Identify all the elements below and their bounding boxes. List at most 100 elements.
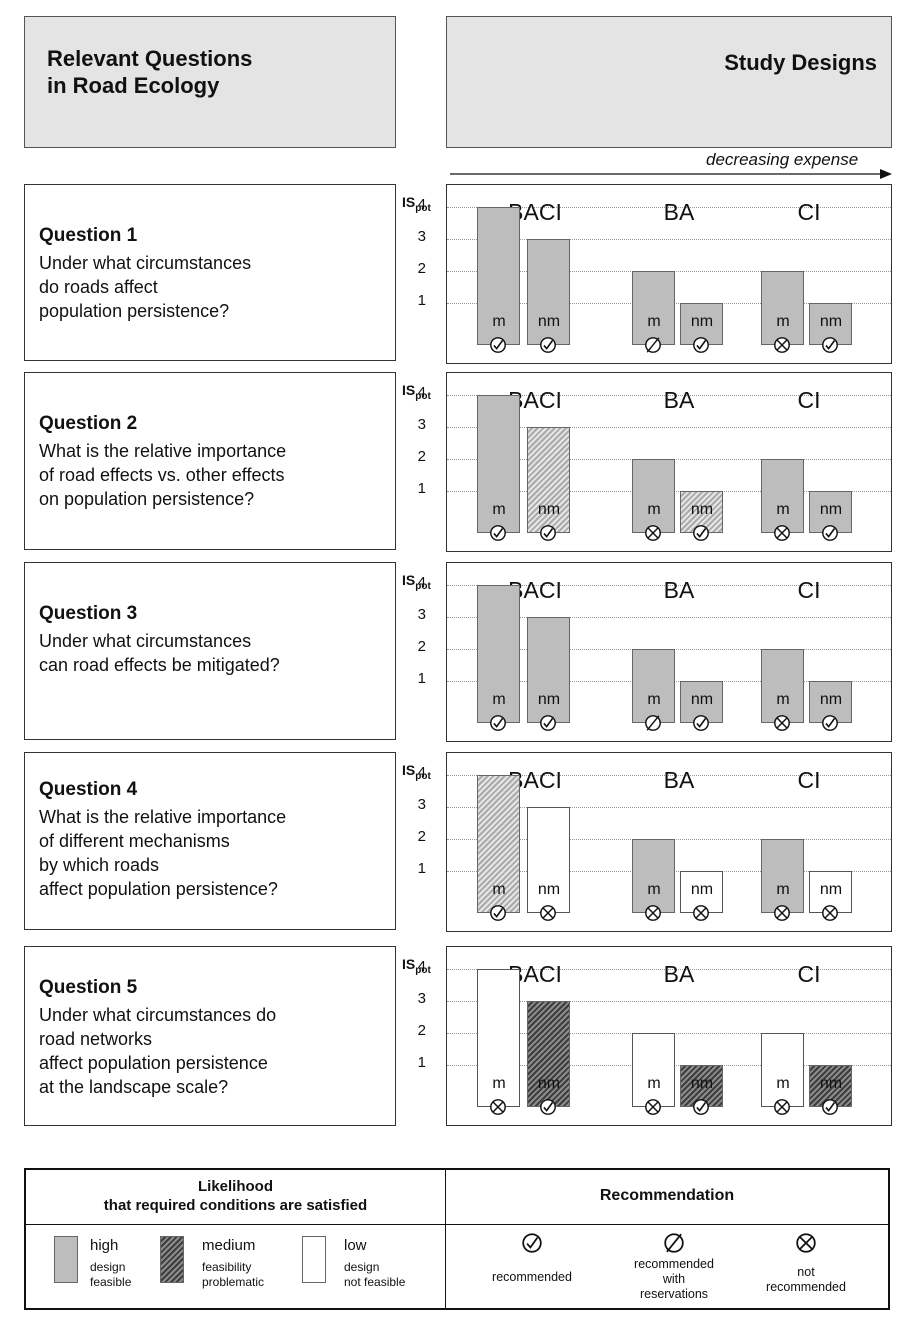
bar-label: m	[776, 313, 790, 330]
design-label: CI	[797, 577, 821, 603]
not-recommended-icon	[644, 524, 662, 542]
y-tick-label: 1	[417, 480, 426, 497]
bar-ci-m	[761, 271, 804, 345]
y-tick-label: 1	[417, 860, 426, 877]
gridline	[447, 427, 891, 428]
question-number: Question 1	[39, 225, 138, 246]
y-tick-label: 3	[417, 990, 426, 1007]
bar-baci-m	[477, 969, 520, 1107]
recommended-icon	[539, 1098, 557, 1116]
swatch-low	[302, 1236, 326, 1283]
question-text: What is the relative importance of diffe…	[39, 807, 287, 899]
recommended-icon	[489, 524, 507, 542]
legend-reservations-text: recommended with reservations	[634, 1257, 714, 1301]
not-recommended-icon	[489, 1098, 507, 1116]
legend-low-label: low	[344, 1237, 367, 1254]
recommended-icon	[821, 524, 839, 542]
bar-ba-m	[632, 649, 675, 723]
bar-label: nm	[819, 1075, 843, 1092]
y-axis-label-main: IS	[402, 194, 416, 210]
swatch-high	[54, 1236, 78, 1283]
design-label: CI	[797, 767, 821, 793]
question-number: Question 5	[39, 977, 138, 998]
bar-label: m	[647, 691, 661, 708]
bar-baci-nm	[527, 427, 570, 533]
legend-medium-label: medium	[202, 1237, 256, 1254]
legend-high-sub: design feasible	[90, 1260, 132, 1289]
not-recommended-icon	[644, 1098, 662, 1116]
bar-label: nm	[537, 501, 561, 518]
recommended-icon	[821, 336, 839, 354]
y-axis-label-sub: pot	[415, 770, 431, 782]
design-label: BA	[663, 387, 695, 413]
y-tick-label: 4	[417, 764, 426, 781]
design-label: CI	[797, 199, 821, 225]
bar-label: nm	[690, 691, 714, 708]
bar-baci-m	[477, 395, 520, 533]
bar-baci-m	[477, 775, 520, 913]
y-tick-label: 3	[417, 416, 426, 433]
y-axis-label-sub: pot	[415, 580, 431, 592]
question-box: Question 2 What is the relative importanc…	[24, 372, 396, 550]
bar-ci-m	[761, 459, 804, 533]
bar-label: m	[492, 501, 506, 518]
not-recommended-icon	[539, 904, 557, 922]
bar-baci-nm	[527, 807, 570, 913]
recommended-icon	[692, 714, 710, 732]
bar-label: m	[647, 501, 661, 518]
design-label: BA	[663, 199, 695, 225]
right-header-box: Study Designs	[446, 16, 892, 148]
left-header-box: Relevant Questions in Road Ecology	[24, 16, 396, 148]
bar-baci-m	[477, 585, 520, 723]
bar-ba-m	[632, 271, 675, 345]
recommended-icon	[692, 524, 710, 542]
not-recommended-icon	[821, 904, 839, 922]
y-tick-label: 2	[417, 638, 426, 655]
y-axis-label: ISpot	[402, 762, 431, 782]
legend-divider-v	[445, 1170, 446, 1308]
question-box: Question 4 What is the relative importanc…	[24, 752, 396, 930]
y-tick-label: 1	[417, 1054, 426, 1071]
design-label: BA	[663, 577, 695, 603]
legend-divider-h	[26, 1224, 888, 1225]
bar-ci-m	[761, 839, 804, 913]
question-number: Question 2	[39, 413, 138, 434]
y-tick-label: 4	[417, 384, 426, 401]
legend-reservations-icon	[664, 1233, 684, 1253]
not-recommended-icon	[773, 904, 791, 922]
bar-label: nm	[690, 313, 714, 330]
question-box: Question 3 Under what circumstances can r…	[24, 562, 396, 740]
question-text: Under what circumstances do roads affect…	[39, 253, 252, 321]
legend-high-label: high	[90, 1237, 119, 1254]
reservations-icon	[644, 714, 662, 732]
bar-label: m	[492, 313, 506, 330]
bar-label: nm	[690, 501, 714, 518]
y-axis-label: ISpot	[402, 572, 431, 592]
recommended-icon	[489, 904, 507, 922]
y-tick-label: 3	[417, 606, 426, 623]
gridline	[447, 969, 891, 970]
legend-medium-sub: feasibility problematic	[202, 1260, 265, 1289]
gridline	[447, 207, 891, 208]
recommended-icon	[692, 1098, 710, 1116]
bar-label: m	[492, 691, 506, 708]
not-recommended-icon	[644, 904, 662, 922]
y-axis-label-main: IS	[402, 572, 416, 588]
bar-baci-nm	[527, 1001, 570, 1107]
y-axis-label-sub: pot	[415, 964, 431, 976]
y-axis-label-main: IS	[402, 956, 416, 972]
gridline	[447, 617, 891, 618]
bar-label: nm	[819, 313, 843, 330]
gridline	[447, 1001, 891, 1002]
bar-ba-m	[632, 459, 675, 533]
not-recommended-icon	[773, 336, 791, 354]
bar-ci-m	[761, 649, 804, 723]
design-label: CI	[797, 961, 821, 987]
bar-label: m	[647, 881, 661, 898]
bar-label: nm	[819, 501, 843, 518]
chart-box: BACI BA CI m nm m nm m nm	[446, 752, 892, 932]
bar-baci-nm	[527, 239, 570, 345]
bar-label: m	[492, 881, 506, 898]
gridline	[447, 585, 891, 586]
legend-recommended-text: recommended	[492, 1270, 572, 1284]
